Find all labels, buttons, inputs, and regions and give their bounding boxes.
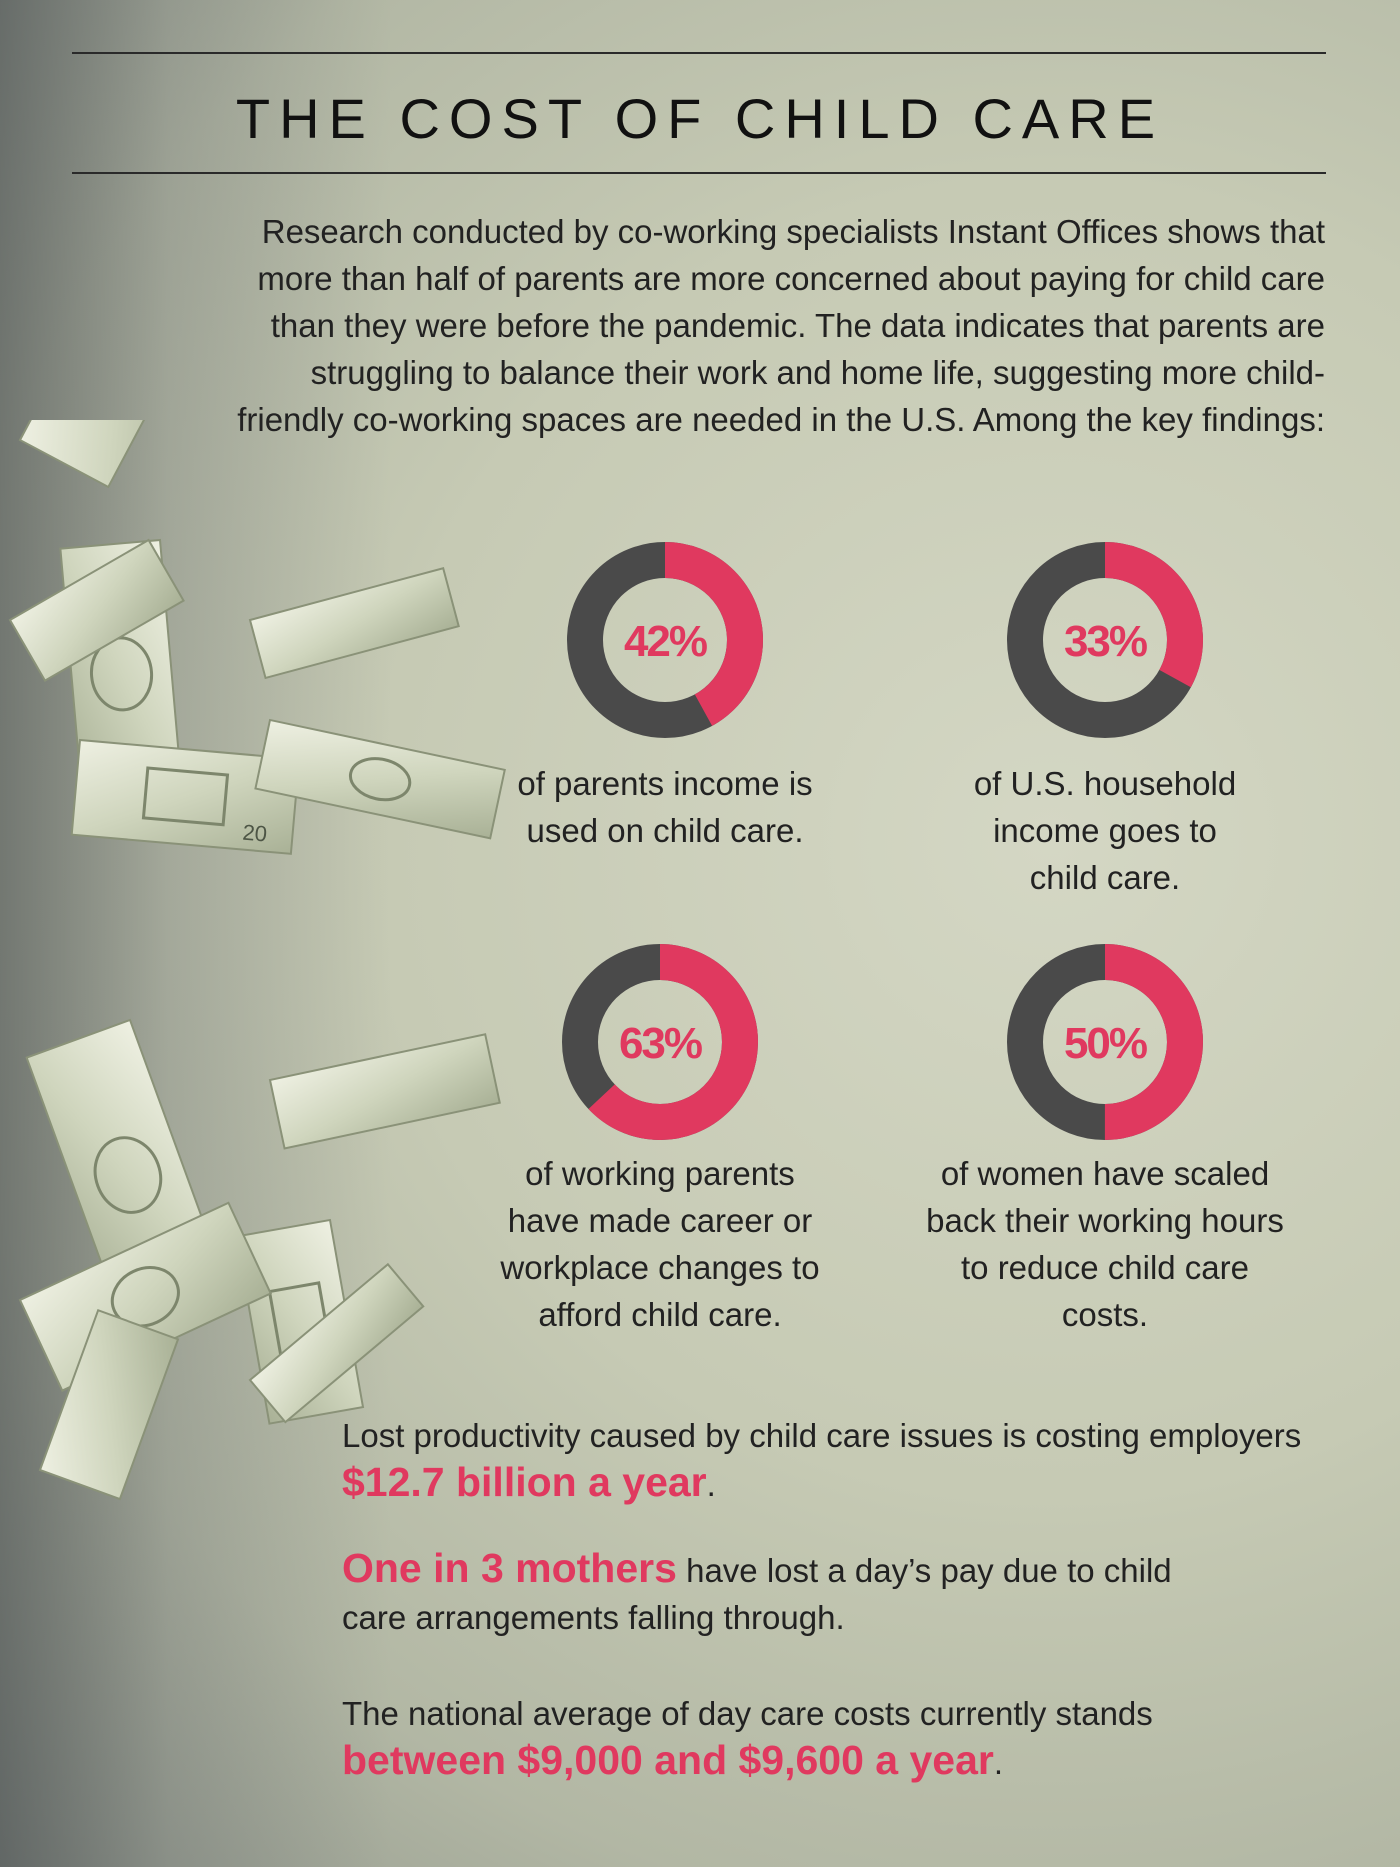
stat-percentage: 50% (1064, 1019, 1147, 1068)
stat-description: of women have scaled back their working … (926, 1155, 1284, 1333)
dollar-bill (254, 718, 506, 840)
donut-value-arc (567, 542, 763, 738)
donut-value-arc (1007, 542, 1203, 738)
dollar-bill: 20 (70, 738, 301, 855)
stat-card: 63% of working parents have made career … (480, 942, 840, 1338)
stat-percentage: 42% (624, 617, 707, 666)
page-title: THE COST OF CHILD CARE (235, 87, 1165, 150)
stat-card: 42% of parents income is used on child c… (500, 540, 830, 854)
donut-chart: 33% (1007, 542, 1203, 738)
fact-highlight: One in 3 mothers (342, 1545, 677, 1591)
stat-card: 33% of U.S. household income goes to chi… (940, 540, 1270, 901)
dollar-bill: 20 (18, 420, 218, 489)
falling-money-illustration: 20 20 20 20 (8, 420, 506, 1501)
bill-denomination: 20 (242, 820, 269, 847)
stat-percentage: 33% (1064, 617, 1147, 666)
fact-productivity: Lost productivity caused by child care i… (342, 1412, 1302, 1508)
stat-percentage: 63% (619, 1019, 702, 1068)
stat-description: of parents income is used on child care. (517, 765, 813, 849)
donut-value-arc (562, 944, 758, 1140)
top-rule (72, 52, 1326, 54)
stat-description: of working parents have made career or w… (500, 1155, 820, 1333)
fact-text: The national average of day care costs c… (342, 1695, 1153, 1732)
stat-card: 50% of women have scaled back their work… (915, 942, 1295, 1338)
fact-text-end: . (993, 1744, 1004, 1781)
fact-daycare-cost: The national average of day care costs c… (342, 1690, 1302, 1786)
donut-chart: 50% (1007, 944, 1203, 1140)
donut-chart: 63% (562, 944, 758, 1140)
fact-highlight: $12.7 billion a year (342, 1459, 707, 1505)
donut-value-arc (1007, 944, 1203, 1140)
donut-chart: 42% (567, 542, 763, 738)
dollar-bill (268, 1033, 501, 1150)
stat-description: of U.S. household income goes to child c… (973, 765, 1237, 896)
intro-paragraph: Research conducted by co-working special… (237, 213, 1325, 438)
dollar-bill (248, 567, 460, 680)
fact-text: Lost productivity caused by child care i… (342, 1417, 1302, 1454)
dollar-bill (38, 1308, 180, 1501)
fact-text-end: . (706, 1466, 716, 1503)
dollar-bill (248, 1262, 425, 1424)
fact-mothers: One in 3 mothers have lost a day’s pay d… (342, 1545, 1202, 1641)
fact-text-end: have lost a day’s pay due to child care … (342, 1552, 1172, 1636)
fact-highlight: between $9,000 and $9,600 a year (342, 1737, 994, 1783)
title-bottom-rule (72, 172, 1326, 174)
dollar-bill (8, 538, 185, 682)
